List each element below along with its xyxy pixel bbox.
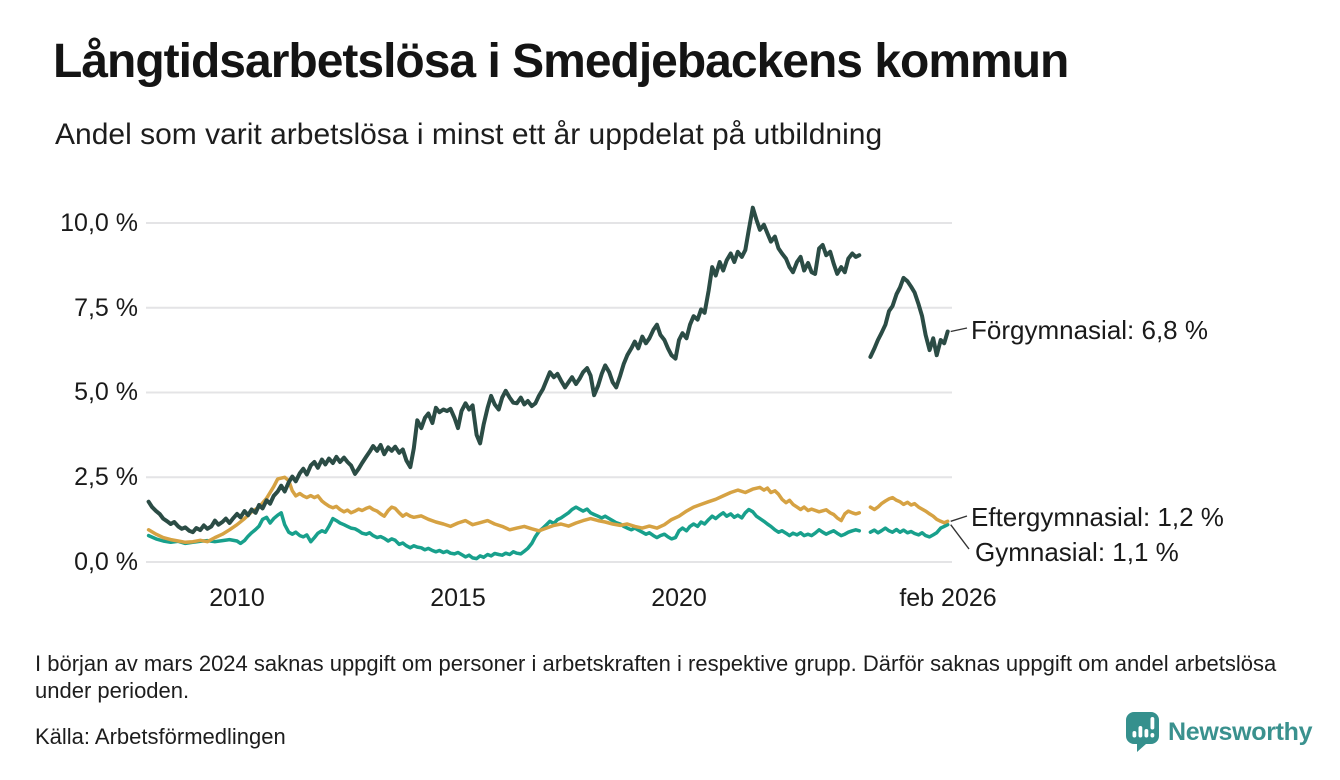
gymnasial-label-connector (950, 524, 970, 550)
y-axis-tick-2-5: 2,5 % (74, 463, 138, 491)
x-axis-tick-2020: 2020 (651, 584, 707, 612)
x-axis-tick-feb-2026: feb 2026 (899, 584, 997, 612)
newsworthy-logo: Newsworthy (1126, 712, 1313, 752)
gymnasial-line (146, 505, 862, 561)
newsworthy-logo-text: Newsworthy (1168, 717, 1313, 746)
eftergymnasial-line (146, 475, 862, 545)
newsworthy-logo-icon (1126, 712, 1159, 752)
series-end-label-eftergymnasial: Eftergymnasial: 1,2 % (971, 502, 1224, 532)
x-axis-tick-2015: 2015 (430, 584, 486, 612)
page-subtitle: Andel som varit arbetslösa i minst ett å… (55, 118, 883, 151)
page-title: Långtidsarbetslösa i Smedjebackens kommu… (53, 35, 1069, 88)
y-axis-tick-5: 5,0 % (74, 378, 138, 406)
förgymnasial-label-connector (950, 327, 968, 333)
förgymnasial-line (868, 275, 950, 359)
y-axis-tick-7-5: 7,5 % (74, 294, 138, 322)
y-axis-tick-10: 10,0 % (60, 209, 138, 237)
y-axis-tick-0: 0,0 % (74, 548, 138, 576)
eftergymnasial-label-connector (950, 515, 968, 522)
gymnasial-line (868, 522, 950, 539)
source-attribution: Källa: Arbetsförmedlingen (35, 724, 286, 749)
förgymnasial-line (146, 205, 862, 535)
data-gap-footnote: I början av mars 2024 saknas uppgift om … (35, 651, 1277, 703)
x-axis-tick-2010: 2010 (209, 584, 265, 612)
eftergymnasial-line (868, 495, 950, 525)
series-end-label-gymnasial: Gymnasial: 1,1 % (975, 537, 1179, 567)
series-end-label-forgymnasial: Förgymnasial: 6,8 % (971, 315, 1208, 345)
